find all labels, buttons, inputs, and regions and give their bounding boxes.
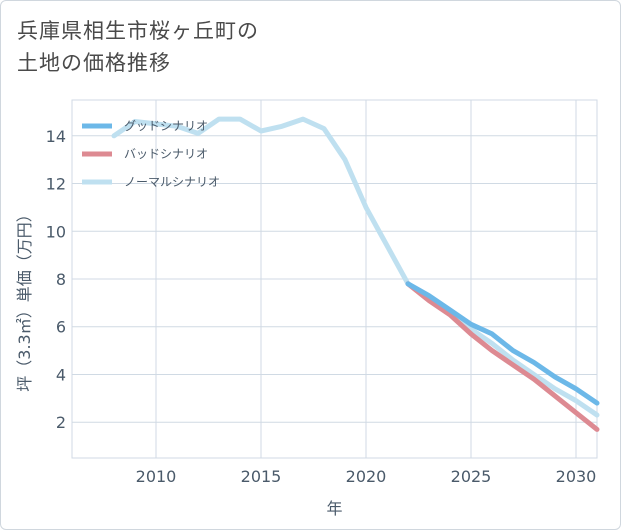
legend-label: グッドシナリオ bbox=[124, 119, 208, 133]
series-line-good bbox=[405, 281, 600, 406]
x-tick-label: 2025 bbox=[451, 467, 492, 486]
series-lines bbox=[111, 116, 600, 432]
series-line-normal bbox=[111, 116, 600, 418]
title-line-1: 兵庫県相生市桜ヶ丘町の bbox=[17, 19, 259, 43]
legend-label: ノーマルシナリオ bbox=[124, 175, 220, 189]
y-tick-label: 2 bbox=[56, 413, 66, 432]
y-axis-label: 坪（3.3㎡）単価（万円） bbox=[15, 206, 34, 391]
y-tick-label: 10 bbox=[46, 222, 66, 241]
x-tick-label: 2030 bbox=[556, 467, 597, 486]
title-line-2: 土地の価格推移 bbox=[17, 51, 171, 75]
x-tick-label: 2020 bbox=[346, 467, 387, 486]
x-tick-label: 2010 bbox=[136, 467, 177, 486]
y-tick-label: 12 bbox=[46, 175, 66, 194]
axes: 2010 2015 2020 2025 2030 2 4 6 8 10 12 14 bbox=[46, 127, 597, 486]
grid-lines bbox=[71, 99, 598, 459]
y-tick-label: 6 bbox=[56, 318, 66, 337]
x-axis-label: 年 bbox=[326, 499, 342, 518]
x-tick-label: 2015 bbox=[241, 467, 282, 486]
y-tick-label: 4 bbox=[56, 365, 66, 384]
legend-label: バッドシナリオ bbox=[124, 147, 208, 161]
y-tick-label: 14 bbox=[46, 127, 66, 146]
series-line-bad bbox=[405, 281, 600, 432]
chart-title: 兵庫県相生市桜ヶ丘町の 土地の価格推移 bbox=[17, 15, 417, 79]
y-tick-label: 8 bbox=[56, 270, 66, 289]
